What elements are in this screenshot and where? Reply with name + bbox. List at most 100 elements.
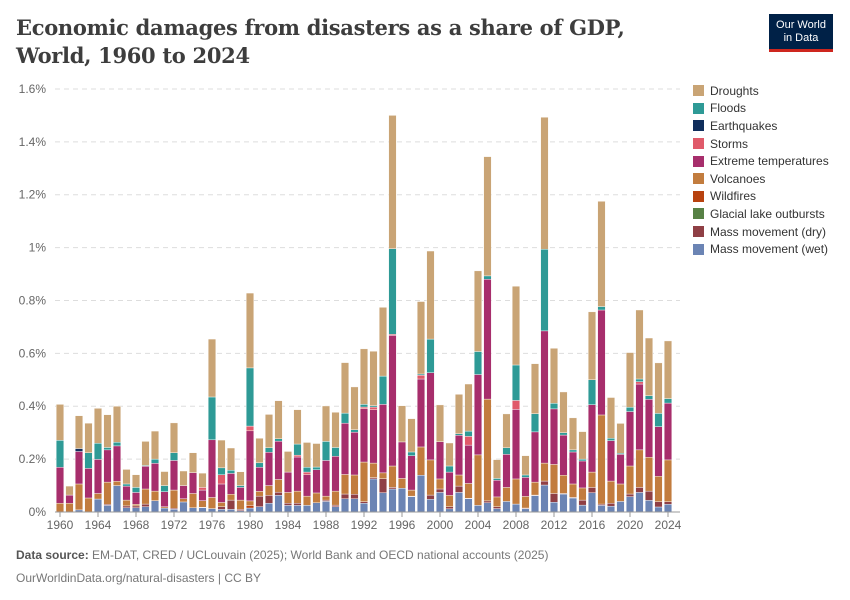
bar-segment-volcanoes (236, 499, 245, 510)
bar-segment-floods (360, 404, 369, 408)
bar-segment-mass-movement-wet- (645, 500, 654, 513)
bar-segment-extreme-temperatures (455, 435, 464, 476)
bar-segment-mass-movement-wet- (616, 501, 625, 513)
chart-title: Economic damages from disasters as a sha… (16, 15, 625, 68)
legend-item[interactable]: Storms (693, 135, 829, 153)
bar-segment-extreme-temperatures (483, 279, 492, 400)
bar-segment-droughts (521, 455, 530, 476)
legend-item[interactable]: Extreme temperatures (693, 152, 829, 170)
bar-segment-mass-movement-dry- (331, 504, 340, 507)
url-license[interactable]: OurWorldinData.org/natural-disasters | C… (16, 571, 261, 585)
bar-segment-floods (569, 449, 578, 453)
bar-segment-mass-movement-wet- (464, 498, 473, 513)
bar-segment-volcanoes (341, 474, 350, 495)
bar-segment-droughts (179, 470, 188, 486)
bar-segment-volcanoes (112, 481, 121, 486)
bar-segment-mass-movement-dry- (664, 501, 673, 505)
bar-segment-droughts (616, 423, 625, 454)
bar-segment-mass-movement-dry- (455, 485, 464, 493)
x-tick-label: 1992 (351, 518, 378, 532)
bar-segment-volcanoes (207, 497, 216, 509)
y-tick-label: 1.2% (19, 188, 47, 202)
bar-segment-extreme-temperatures (265, 452, 274, 486)
bar-segment-mass-movement-dry- (388, 487, 397, 490)
legend-item[interactable]: Glacial lake outbursts (693, 205, 829, 223)
legend-item[interactable]: Droughts (693, 82, 829, 100)
bar-segment-volcanoes (198, 500, 207, 508)
bar-segment-droughts (284, 451, 293, 473)
bar-segment-extreme-temperatures (626, 411, 635, 467)
bar-segment-floods (350, 429, 359, 433)
bar-segment-mass-movement-dry- (445, 506, 454, 510)
x-tick-label: 2008 (503, 518, 530, 532)
bar-segment-volcanoes (217, 502, 226, 507)
bar-segment-droughts (436, 404, 445, 442)
bar-segment-extreme-temperatures (550, 408, 559, 465)
bar-segment-storms (303, 471, 312, 475)
bar-segment-extreme-temperatures (245, 430, 254, 502)
bar-segment-volcanoes (360, 461, 369, 502)
logo-line2: in Data (783, 32, 819, 44)
x-tick-label: 1972 (161, 518, 188, 532)
bar-segment-mass-movement-wet- (388, 488, 397, 513)
bar-segment-extreme-temperatures (445, 471, 454, 496)
bar-segment-floods (207, 396, 216, 441)
legend-item[interactable]: Earthquakes (693, 117, 829, 135)
bar-segment-floods (293, 443, 302, 456)
bar-segment-droughts (550, 348, 559, 404)
bar-segment-mass-movement-wet- (654, 506, 663, 513)
legend-swatch (693, 102, 704, 114)
bar-segment-volcanoes (369, 462, 378, 478)
bar-segment-mass-movement-dry- (274, 491, 283, 496)
bar-segment-extreme-temperatures (512, 409, 521, 480)
bar-segment-mass-movement-wet- (265, 503, 274, 513)
y-tick-label: 0% (29, 505, 47, 519)
legend-label: Storms (710, 136, 749, 151)
bar-segment-extreme-temperatures (179, 485, 188, 499)
bar-segment-volcanoes (455, 474, 464, 487)
legend-item[interactable]: Mass movement (wet) (693, 240, 829, 258)
bar-segment-volcanoes (607, 480, 616, 504)
bar-segment-floods (455, 433, 464, 436)
bar-segment-mass-movement-wet- (512, 503, 521, 513)
bar-segment-floods (445, 465, 454, 473)
bar-segment-volcanoes (578, 487, 587, 501)
bar-segment-droughts (398, 405, 407, 443)
bar-segment-storms (635, 381, 644, 385)
bar-segment-volcanoes (84, 497, 93, 513)
bar-segment-extreme-temperatures (502, 454, 511, 488)
bar-segment-extreme-temperatures (559, 434, 568, 476)
bar-segment-extreme-temperatures (74, 451, 83, 485)
owid-logo[interactable]: Our World in Data (769, 14, 833, 52)
bar-segment-floods (169, 452, 178, 461)
legend-label: Mass movement (wet) (710, 242, 829, 257)
bar-segment-extreme-temperatures (607, 440, 616, 482)
bar-segment-extreme-temperatures (198, 489, 207, 501)
bar-segment-mass-movement-wet- (436, 492, 445, 513)
bar-segment-volcanoes (141, 488, 150, 505)
bar-segment-mass-movement-wet- (198, 507, 207, 513)
bar-segment-floods (531, 413, 540, 433)
legend-item[interactable]: Mass movement (dry) (693, 223, 829, 241)
bar-segment-volcanoes (398, 478, 407, 489)
legend-swatch (693, 173, 704, 185)
bar-segment-floods (588, 379, 597, 405)
legend-label: Volcanoes (710, 171, 766, 186)
bar-segment-mass-movement-wet- (407, 496, 416, 513)
bar-segment-volcanoes (569, 483, 578, 498)
bar-segment-volcanoes (388, 465, 397, 488)
bar-segment-mass-movement-wet- (531, 495, 540, 513)
legend-item[interactable]: Volcanoes (693, 170, 829, 188)
bar-segment-droughts (654, 362, 663, 414)
legend: Droughts Floods Earthquakes Storms Extreme t… (693, 82, 829, 258)
legend-item[interactable]: Floods (693, 100, 829, 118)
legend-item[interactable]: Wildfires (693, 188, 829, 206)
bar-segment-volcanoes (103, 481, 112, 505)
bar-segment-floods (56, 440, 65, 468)
bar-segment-floods (502, 447, 511, 455)
bar-segment-volcanoes (540, 462, 549, 482)
bar-segment-extreme-temperatures (131, 492, 140, 505)
bar-segment-mass-movement-wet- (341, 498, 350, 513)
bar-segment-extreme-temperatures (169, 460, 178, 491)
bar-segment-mass-movement-dry- (122, 505, 131, 508)
